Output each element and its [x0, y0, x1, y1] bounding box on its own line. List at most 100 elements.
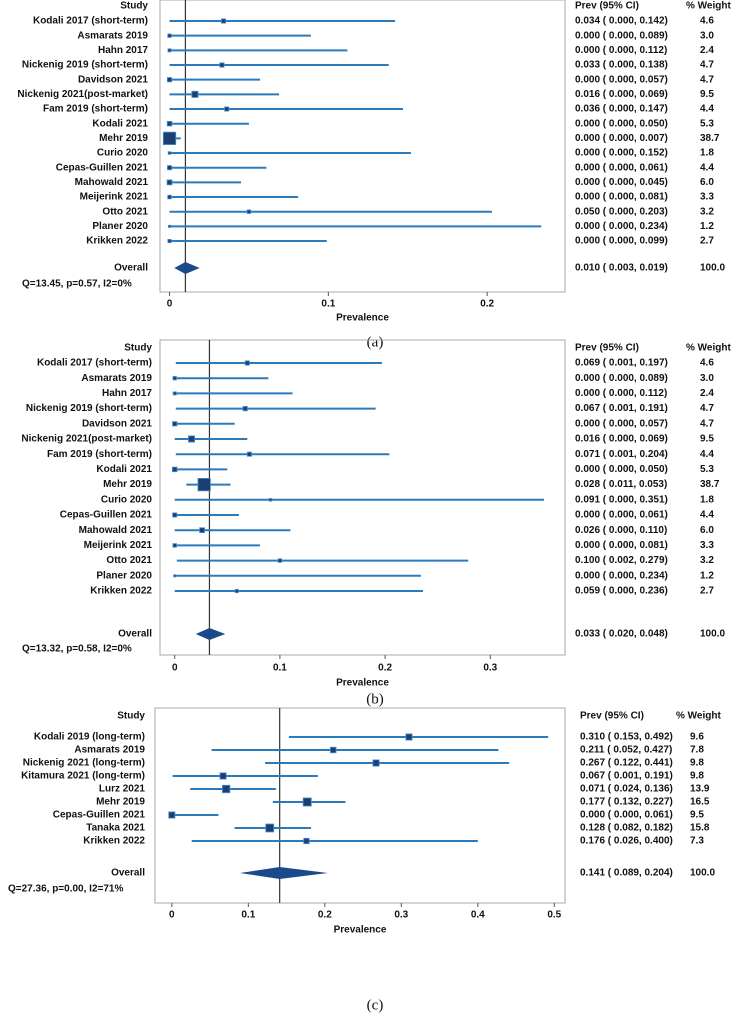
plot-frame	[159, 339, 566, 656]
study-box	[268, 498, 273, 502]
study-label: Otto 2021	[106, 555, 152, 566]
overall-weight-text: 100.0	[690, 868, 715, 879]
study-box	[172, 376, 177, 381]
weight-text: 6.0	[700, 525, 714, 536]
panel-label: (c)	[367, 997, 384, 1013]
study-box	[166, 77, 173, 83]
study-header: Study	[120, 1, 148, 12]
study-box	[167, 33, 172, 38]
x-tick-label: 0	[169, 910, 175, 921]
weight-text: 16.5	[690, 797, 710, 808]
study-box	[303, 837, 310, 845]
study-label: Hahn 2017	[98, 45, 148, 56]
x-tick-label: 0.3	[483, 663, 497, 674]
weight-text: 3.3	[700, 192, 714, 203]
weight-header: % Weight	[686, 1, 731, 12]
study-box	[197, 477, 211, 492]
study-box	[219, 62, 225, 68]
study-box	[246, 451, 252, 457]
ci-text: 0.059 ( 0.000, 0.236)	[575, 586, 668, 597]
ci-text: 0.016 ( 0.000, 0.069)	[575, 434, 668, 445]
weight-text: 1.2	[700, 570, 714, 581]
study-label: Davidson 2021	[78, 74, 148, 85]
study-box	[405, 733, 413, 741]
study-box	[167, 151, 172, 155]
ci-text: 0.026 ( 0.000, 0.110)	[575, 525, 667, 536]
overall-label: Overall	[118, 629, 152, 640]
study-box	[246, 209, 252, 214]
x-tick-label: 0.2	[318, 910, 332, 921]
ci-text: 0.000 ( 0.000, 0.112)	[575, 45, 667, 56]
study-label: Mehr 2019	[103, 479, 152, 490]
heterogeneity: Q=27.36, p=0.00, I2=71%	[8, 884, 123, 895]
weight-text: 4.4	[700, 449, 714, 460]
study-box	[167, 165, 173, 171]
ci-text: 0.034 ( 0.000, 0.142)	[575, 16, 668, 27]
ci-text: 0.000 ( 0.000, 0.061)	[575, 162, 668, 173]
study-label: Nickenig 2021(post-market)	[21, 434, 152, 445]
study-label: Nickenig 2021 (long-term)	[23, 758, 145, 769]
study-label: Nickenig 2019 (short-term)	[22, 60, 148, 71]
ci-text: 0.091 ( 0.000, 0.351)	[575, 494, 668, 505]
study-box	[265, 823, 275, 833]
study-label: Meijerink 2021	[84, 540, 153, 551]
weight-text: 4.6	[700, 16, 714, 27]
weight-header: % Weight	[686, 343, 731, 354]
weight-text: 3.2	[700, 555, 714, 566]
study-box	[222, 784, 231, 794]
study-box	[167, 194, 172, 200]
study-label: Cepas-Guillen 2021	[60, 510, 153, 521]
study-label: Meijerink 2021	[80, 192, 149, 203]
weight-header: % Weight	[676, 711, 721, 722]
weight-text: 4.7	[700, 60, 714, 71]
ci-header: Prev (95% CI)	[575, 343, 639, 354]
ci-text: 0.016 ( 0.000, 0.069)	[575, 89, 668, 100]
overall-diamond	[195, 628, 226, 640]
x-axis-label: Prevalence	[334, 925, 387, 936]
study-box	[220, 18, 227, 24]
weight-text: 9.5	[700, 89, 714, 100]
overall-weight-text: 100.0	[700, 263, 725, 274]
study-box	[172, 512, 178, 518]
weight-text: 3.2	[700, 206, 714, 217]
panel-label: (b)	[366, 691, 384, 707]
study-label: Kodali 2019 (long-term)	[34, 732, 145, 743]
study-box	[173, 574, 177, 578]
weight-text: 4.7	[700, 418, 714, 429]
x-axis-label: Prevalence	[336, 313, 389, 324]
study-box	[224, 106, 230, 112]
weight-text: 4.6	[700, 358, 714, 369]
study-box	[330, 746, 337, 754]
ci-text: 0.000 ( 0.000, 0.234)	[575, 570, 668, 581]
overall-ci-text: 0.141 ( 0.089, 0.204)	[580, 868, 673, 879]
weight-text: 3.0	[700, 30, 714, 41]
ci-text: 0.000 ( 0.000, 0.007)	[575, 133, 668, 144]
study-label: Krikken 2022	[90, 586, 152, 597]
study-label: Krikken 2022	[86, 236, 148, 247]
overall-ci-text: 0.010 ( 0.003, 0.019)	[575, 263, 668, 274]
study-label: Mehr 2019	[99, 133, 148, 144]
weight-text: 4.4	[700, 510, 714, 521]
study-label: Nickenig 2021(post-market)	[17, 89, 148, 100]
ci-text: 0.067 ( 0.001, 0.191)	[575, 403, 668, 414]
weight-text: 9.8	[690, 758, 704, 769]
study-header: Study	[124, 343, 152, 354]
ci-text: 0.071 ( 0.024, 0.136)	[580, 784, 673, 795]
ci-text: 0.176 ( 0.026, 0.400)	[580, 836, 673, 847]
heterogeneity: Q=13.45, p=0.57, I2=0%	[22, 279, 132, 290]
study-label: Planer 2020	[96, 570, 152, 581]
ci-text: 0.000 ( 0.000, 0.061)	[575, 510, 668, 521]
study-label: Kodali 2021	[92, 118, 148, 129]
x-tick-label: 0.2	[480, 299, 494, 310]
study-label: Planer 2020	[92, 221, 148, 232]
study-label: Kitamura 2021 (long-term)	[21, 771, 145, 782]
ci-text: 0.000 ( 0.000, 0.050)	[575, 464, 668, 475]
heterogeneity: Q=13.32, p=0.58, I2=0%	[22, 644, 132, 655]
overall-weight-text: 100.0	[700, 629, 725, 640]
study-label: Lurz 2021	[99, 784, 146, 795]
study-label: Kodali 2017 (short-term)	[37, 358, 152, 369]
study-box	[277, 558, 283, 563]
ci-text: 0.000 ( 0.000, 0.057)	[575, 418, 668, 429]
study-box	[302, 797, 312, 807]
